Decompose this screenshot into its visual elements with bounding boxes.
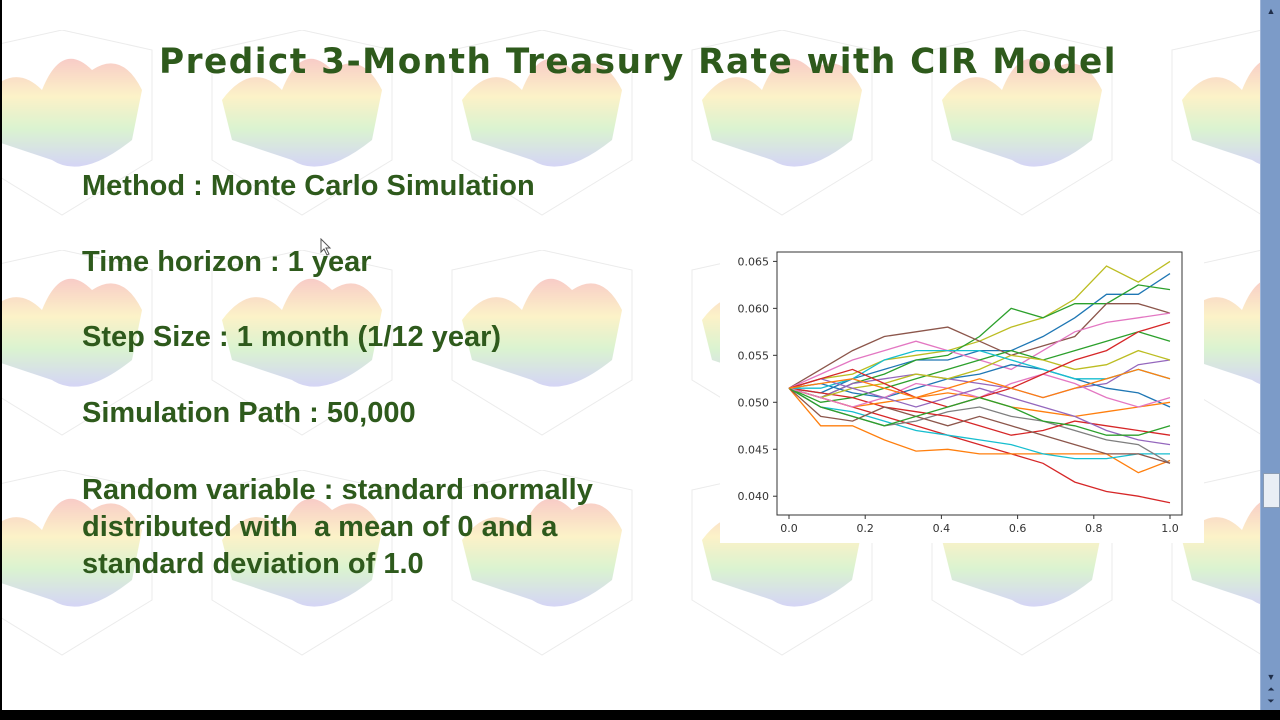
x-tick-label: 0.6 [1009, 522, 1027, 535]
y-tick-label: 0.045 [738, 443, 770, 456]
scroll-up-icon[interactable]: ▲ [1266, 6, 1276, 16]
x-tick-label: 0.0 [780, 522, 798, 535]
simulation-path-line [788, 387, 1171, 464]
simulation-path-line [788, 321, 1171, 408]
x-tick-label: 0.2 [856, 522, 874, 535]
bullet-line: standard deviation of 1.0 [82, 548, 424, 580]
slide: Predict 3-Month Treasury Rate with CIR M… [2, 0, 1260, 710]
x-tick-label: 1.0 [1161, 522, 1179, 535]
simulation-path-line [788, 387, 1171, 418]
surface-plot-tile [442, 469, 642, 660]
simulation-path-line [788, 364, 1171, 408]
simulation-path-line [788, 378, 1171, 446]
surface-plot-tile [682, 29, 882, 220]
x-tick-label: 0.4 [933, 522, 951, 535]
y-tick-label: 0.040 [738, 490, 770, 503]
y-tick-label: 0.060 [738, 302, 770, 315]
bullet-step-size: Step Size : 1 month (1/12 year) [82, 321, 502, 353]
simulation-path-line [788, 387, 1171, 474]
page-down-icon[interactable]: ⏷ [1267, 696, 1275, 706]
scrollbar-thumb[interactable] [1263, 473, 1280, 508]
surface-plot-tile [1162, 29, 1260, 220]
y-tick-label: 0.050 [738, 396, 770, 409]
simulation-path-line [788, 331, 1171, 403]
mouse-cursor-icon [320, 238, 332, 256]
simulation-path-line [788, 359, 1171, 399]
surface-plot-tile [2, 469, 162, 660]
bullet-line: distributed with a mean of 0 and a [82, 511, 558, 543]
x-tick-label: 0.8 [1085, 522, 1103, 535]
bullet-method: Method : Monte Carlo Simulation [82, 170, 535, 202]
surface-plot-tile [202, 249, 402, 440]
simulation-path-line [788, 387, 1171, 436]
simulation-paths-chart: 0.040 0.045 0.050 0.055 0.060 0.065 0.0 0.2 0.4 0… [720, 247, 1204, 543]
line-chart-svg: 0.040 0.045 0.050 0.055 0.060 0.065 0.0 0.2 0.4 0… [738, 251, 1183, 535]
surface-plot-tile [202, 469, 402, 660]
simulation-path-line [788, 387, 1170, 460]
surface-plot-tile [2, 249, 162, 440]
bottom-black-bar [0, 710, 1280, 720]
simulation-path-line [788, 368, 1171, 399]
y-tick-label: 0.055 [738, 349, 770, 362]
simulation-path-line [788, 387, 1171, 436]
surface-plot-tile [442, 249, 642, 440]
y-tick-label: 0.065 [738, 255, 770, 268]
surface-plot-tile [922, 29, 1122, 220]
slide-title: Predict 3-Month Treasury Rate with CIR M… [159, 42, 1117, 82]
bullet-line: Random variable : standard normally [82, 474, 593, 506]
plot-frame [776, 251, 1183, 516]
bullet-time-horizon: Time horizon : 1 year [82, 246, 372, 278]
page-up-icon[interactable]: ⏶ [1267, 684, 1275, 694]
bullet-random-variable: Random variable : standard normally dist… [82, 472, 593, 583]
scroll-down-arrow-icon[interactable]: ▼ [1266, 672, 1276, 682]
surface-plot-tile [442, 29, 642, 220]
surface-plot-tile [2, 29, 162, 220]
surface-plot-tile [202, 29, 402, 220]
bullet-simulation-path: Simulation Path : 50,000 [82, 397, 416, 429]
simulation-path-line [788, 303, 1171, 389]
vertical-scrollbar[interactable]: ▲ ▼ ⏶ ⏷ [1260, 0, 1280, 710]
